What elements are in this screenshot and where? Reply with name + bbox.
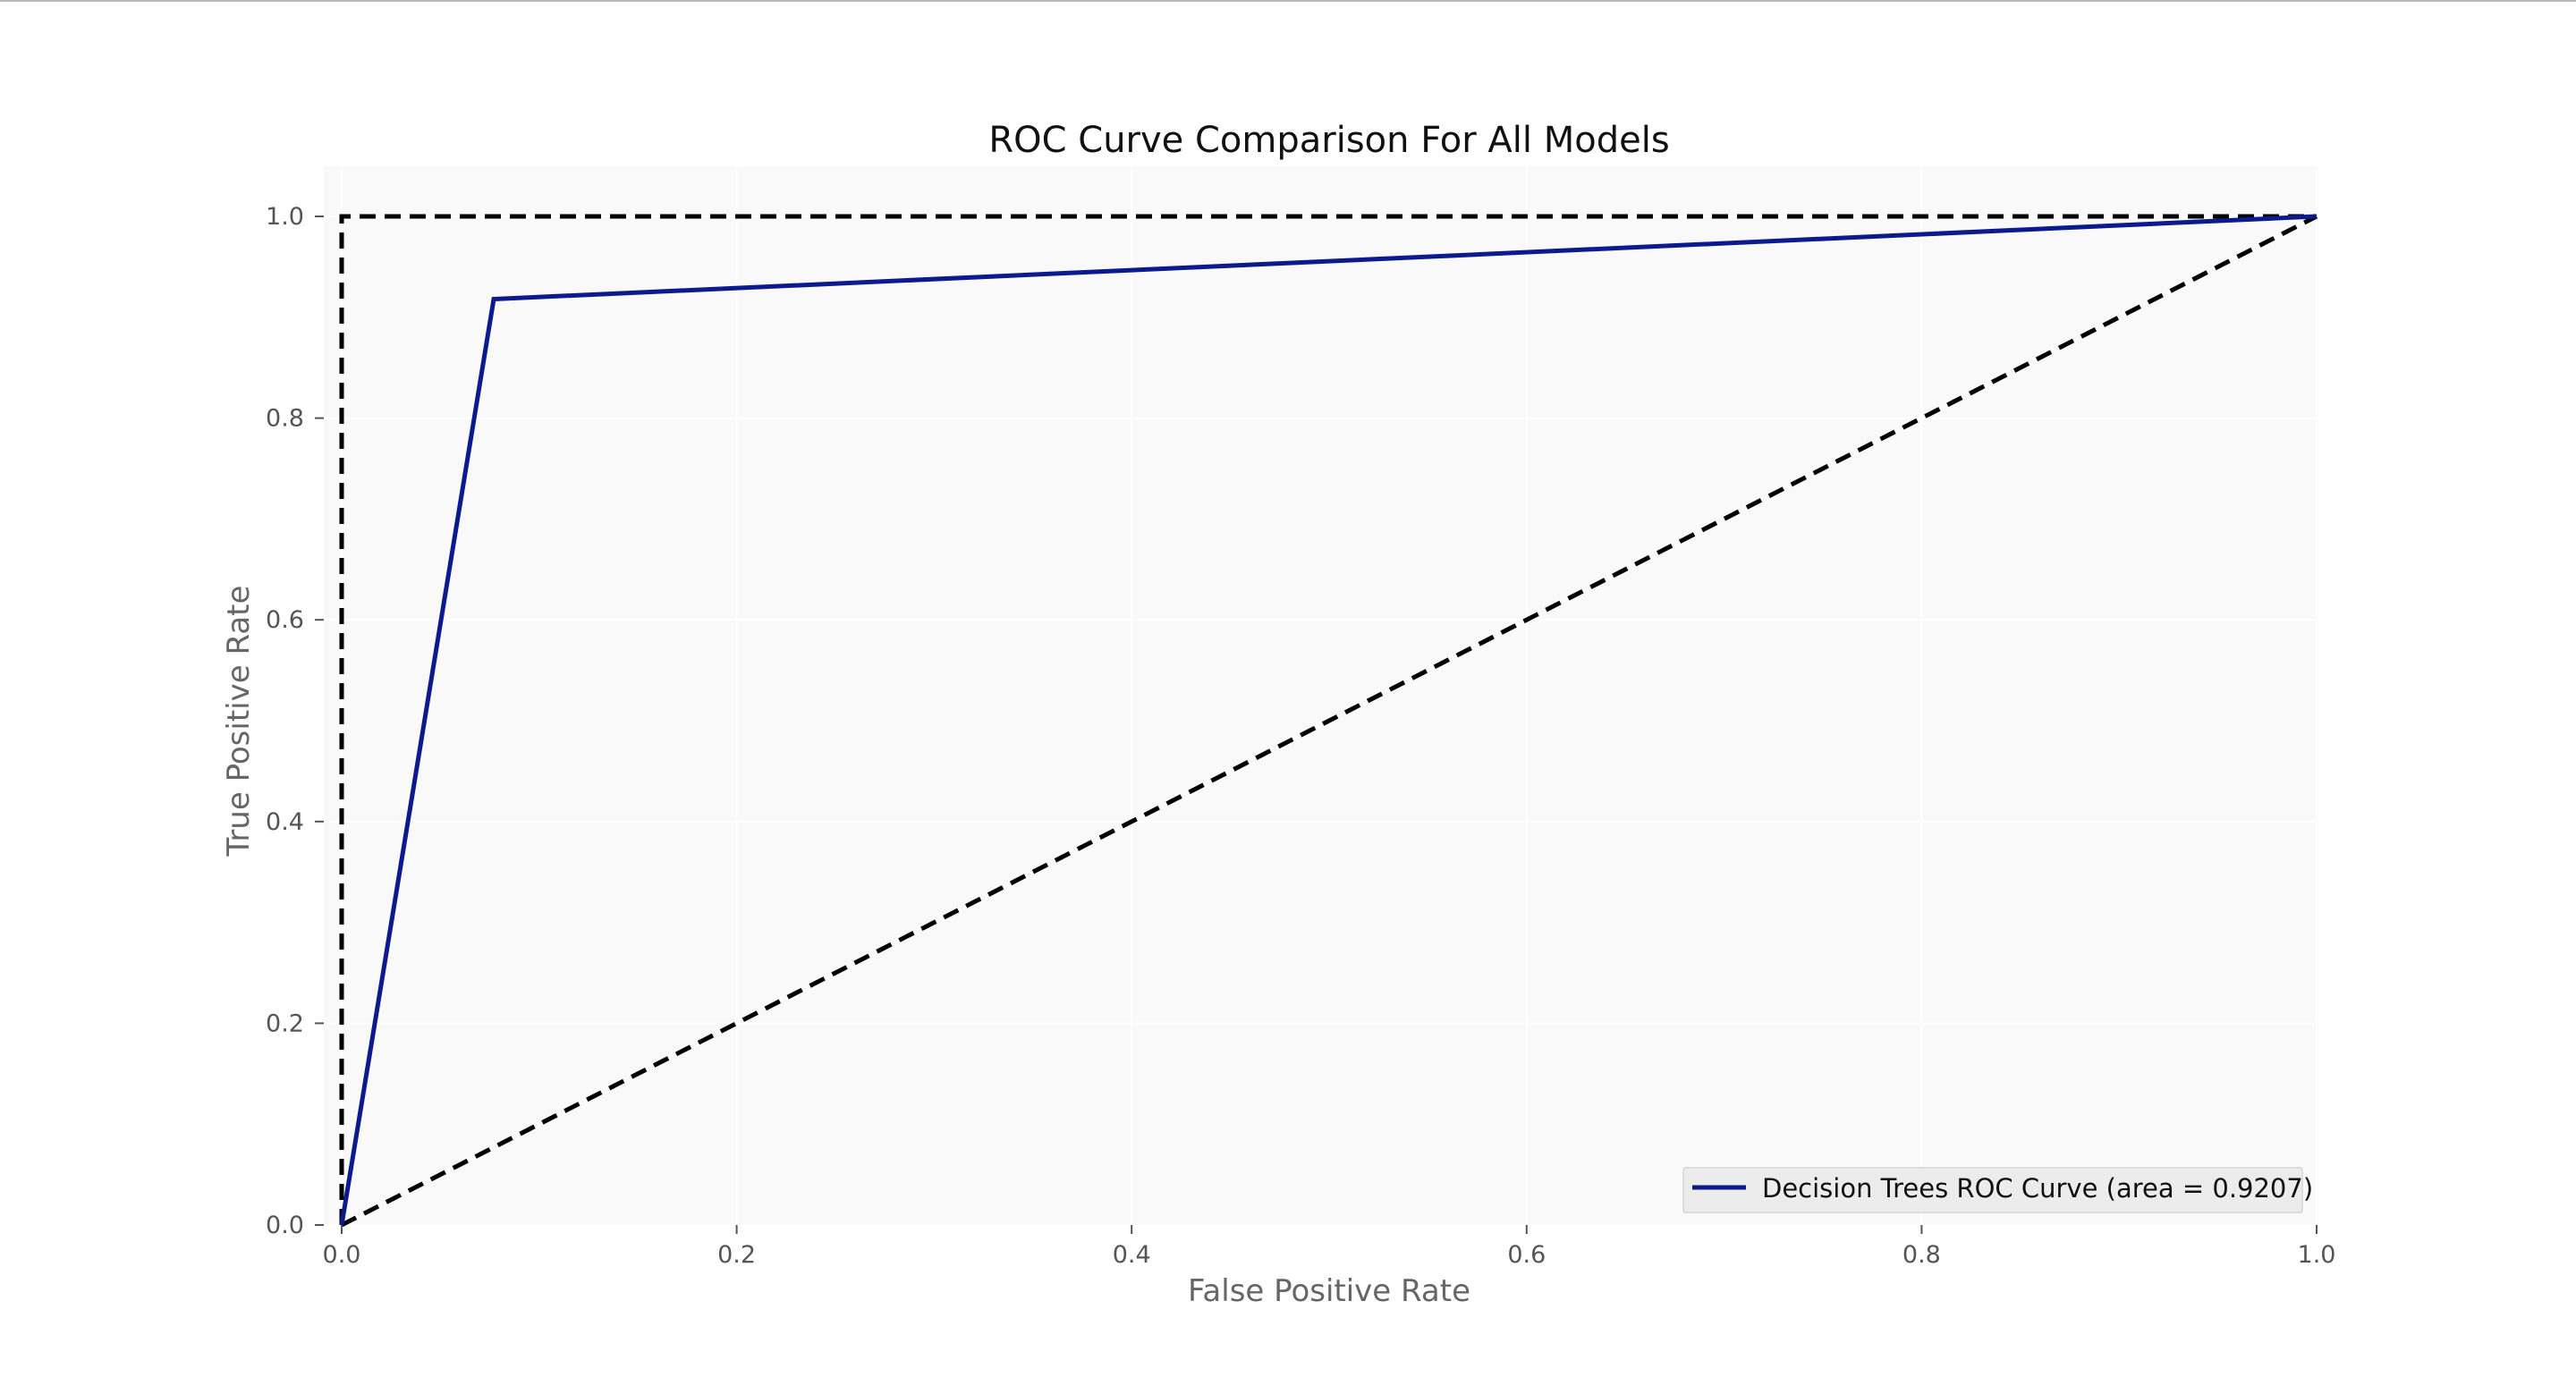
legend-box [1682, 1167, 2303, 1213]
x-tick-label: 0.6 [1507, 1241, 1546, 1269]
plot-area [324, 166, 2318, 1225]
y-tick-label: 0.2 [266, 1010, 304, 1037]
chart-title: ROC Curve Comparison For All Models [988, 120, 1669, 161]
y-tick-label: 0.6 [266, 606, 304, 634]
x-tick-label: 0.8 [1902, 1241, 1941, 1269]
legend: Decision Trees ROC Curve (area = 0.9207) [1682, 1167, 2313, 1213]
y-tick-label: 0.8 [266, 405, 304, 433]
y-axis-label: True Positive Rate [221, 586, 257, 857]
legend-entry-label: Decision Trees ROC Curve (area = 0.9207) [1762, 1173, 2313, 1204]
x-tick-label: 0.0 [323, 1241, 361, 1269]
x-tick-label: 0.4 [1113, 1241, 1151, 1269]
reference-lines [339, 214, 2318, 1228]
axis-ticks: 0.0 0.2 0.4 0.6 0.8 1.0 0.0 0.2 0.4 0.6 0.8 1.0 [266, 203, 2335, 1269]
x-tick-label: 0.2 [717, 1241, 756, 1269]
y-tick-label: 1.0 [266, 203, 304, 231]
y-tick-label: 0.4 [266, 808, 304, 836]
y-tick-label: 0.0 [266, 1212, 304, 1239]
reference-line-1 [340, 214, 2318, 1228]
reference-line-0 [339, 214, 2317, 1225]
series-lines [339, 214, 2318, 1226]
x-tick-label: 1.0 [2298, 1241, 2336, 1269]
x-axis-label: False Positive Rate [1188, 1273, 1470, 1309]
roc-series-line [339, 214, 2318, 1226]
